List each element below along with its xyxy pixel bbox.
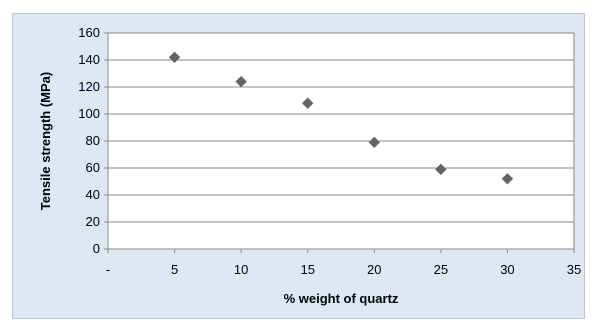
data-point [302, 97, 314, 109]
y-tick-label: 160 [78, 25, 100, 40]
y-tick-label: 80 [86, 133, 100, 148]
y-tick-label: 60 [86, 160, 100, 175]
x-tick-label: 35 [567, 262, 581, 277]
x-axis-title: % weight of quartz [284, 291, 399, 306]
gridlines [104, 32, 575, 253]
y-tick-label: 0 [93, 241, 100, 256]
x-tick-label: - [106, 262, 110, 277]
data-points [168, 51, 514, 185]
data-point [168, 51, 181, 64]
x-tick-label: 25 [434, 262, 448, 277]
data-point [235, 75, 247, 88]
data-point [501, 173, 514, 185]
y-axis-title: Tensile strength (MPa) [38, 72, 53, 210]
data-point [368, 136, 380, 149]
data-point [435, 163, 447, 176]
x-tick-label: 30 [500, 262, 514, 277]
x-tick-label: 20 [367, 262, 381, 277]
x-tick-label: 15 [300, 262, 314, 277]
y-tick-label: 20 [86, 214, 100, 229]
x-tick-label: 10 [234, 262, 248, 277]
y-tick-labels: 0 20 40 60 80 100 120 140 160 [78, 25, 100, 256]
y-tick-label: 40 [86, 187, 100, 202]
y-tick-label: 100 [78, 106, 100, 121]
y-tick-label: 140 [78, 52, 100, 67]
x-tick-label: 5 [171, 262, 178, 277]
x-tick-labels: - 5 10 15 20 25 30 35 [106, 262, 581, 277]
y-tick-label: 120 [78, 79, 100, 94]
